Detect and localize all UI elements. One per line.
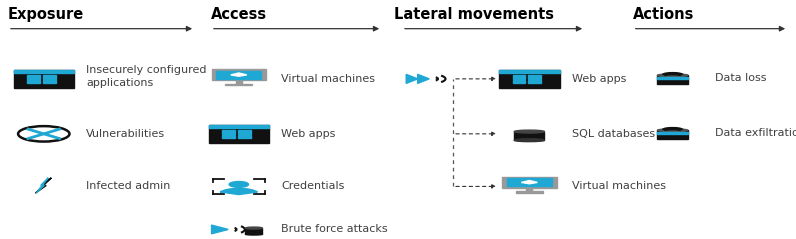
Text: Web apps: Web apps <box>572 74 626 84</box>
Text: SQL databases: SQL databases <box>572 129 655 139</box>
Wedge shape <box>220 188 257 195</box>
Bar <box>657 75 688 84</box>
Text: Data exfiltration: Data exfiltration <box>715 128 796 138</box>
Bar <box>513 75 525 79</box>
Bar <box>14 70 74 73</box>
Bar <box>657 77 688 79</box>
Bar <box>238 130 251 134</box>
Bar <box>507 179 552 186</box>
Text: Data loss: Data loss <box>715 73 767 83</box>
Text: Vulnerabilities: Vulnerabilities <box>86 129 166 139</box>
Bar <box>225 84 252 85</box>
Bar <box>222 135 235 138</box>
Bar <box>27 75 40 79</box>
Polygon shape <box>37 178 49 193</box>
Bar <box>657 130 688 139</box>
Ellipse shape <box>514 130 544 133</box>
Bar <box>14 70 74 88</box>
Circle shape <box>229 181 248 187</box>
Polygon shape <box>35 178 51 193</box>
Polygon shape <box>212 225 228 234</box>
Ellipse shape <box>245 227 263 229</box>
Text: Brute force attacks: Brute force attacks <box>281 224 388 234</box>
Text: Insecurely configured
applications: Insecurely configured applications <box>86 65 207 88</box>
Bar <box>499 70 560 88</box>
Bar <box>513 80 525 83</box>
Bar <box>212 69 266 80</box>
Text: Infected admin: Infected admin <box>86 181 170 191</box>
Bar <box>27 80 40 83</box>
Bar <box>502 177 556 188</box>
Text: Credentials: Credentials <box>281 181 345 191</box>
Bar <box>514 131 544 140</box>
Bar <box>209 125 269 128</box>
Ellipse shape <box>245 233 263 235</box>
Bar <box>238 135 251 138</box>
Bar <box>209 125 269 143</box>
Bar <box>499 70 560 73</box>
Text: Web apps: Web apps <box>281 129 336 139</box>
Bar <box>216 71 261 79</box>
Bar <box>43 75 56 79</box>
Polygon shape <box>231 73 247 76</box>
Bar <box>236 80 242 84</box>
Text: Virtual machines: Virtual machines <box>281 74 375 84</box>
Text: Lateral movements: Lateral movements <box>394 7 554 22</box>
Bar <box>526 188 533 191</box>
Circle shape <box>18 126 69 141</box>
Text: Virtual machines: Virtual machines <box>572 181 665 191</box>
Text: Exposure: Exposure <box>8 7 84 22</box>
Text: Actions: Actions <box>633 7 694 22</box>
Polygon shape <box>418 74 429 83</box>
Bar <box>43 80 56 83</box>
Ellipse shape <box>657 74 688 77</box>
Bar <box>529 80 541 83</box>
Bar <box>222 130 235 134</box>
Bar <box>529 75 541 79</box>
Ellipse shape <box>657 129 688 131</box>
Bar <box>245 228 263 234</box>
Ellipse shape <box>514 139 544 142</box>
Text: Access: Access <box>211 7 267 22</box>
Bar <box>657 132 688 134</box>
Bar <box>516 191 543 193</box>
Polygon shape <box>521 180 537 184</box>
Polygon shape <box>406 74 418 83</box>
